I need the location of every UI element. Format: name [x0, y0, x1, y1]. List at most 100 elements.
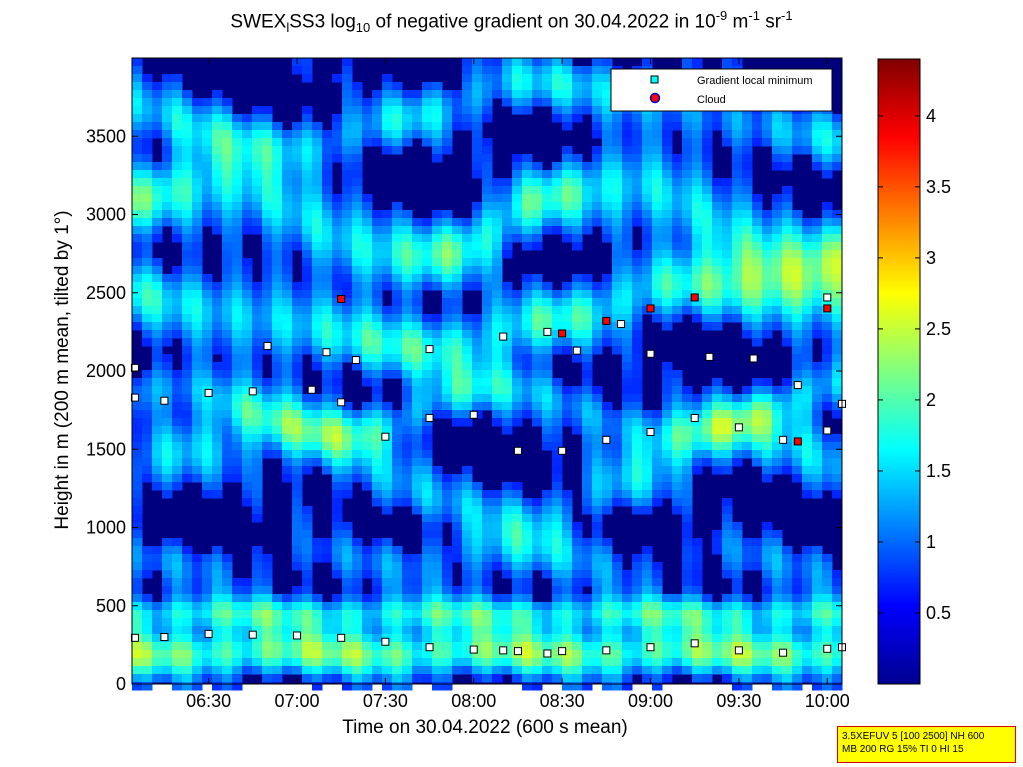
heatmap-cell [332, 306, 343, 315]
heatmap-cell [832, 346, 843, 355]
heatmap-cell [202, 618, 213, 627]
heatmap-cell [382, 258, 393, 267]
heatmap-cell [522, 386, 533, 395]
heatmap-cell [142, 90, 153, 99]
gradient-minimum-marker [204, 388, 213, 397]
heatmap-cell [692, 594, 703, 603]
heatmap-cell [132, 554, 143, 563]
heatmap-cell [592, 170, 603, 179]
heatmap-cell [632, 474, 643, 483]
heatmap-cell [682, 578, 693, 587]
heatmap-cell [492, 234, 503, 243]
heatmap-cell [832, 642, 843, 651]
heatmap-cell [742, 634, 753, 643]
heatmap-cell [272, 346, 283, 355]
heatmap-cell [262, 418, 273, 427]
heatmap-cell [482, 162, 493, 171]
heatmap-cell [242, 186, 253, 195]
heatmap-cell [132, 578, 143, 587]
heatmap-cell [312, 546, 323, 555]
heatmap-cell [672, 618, 683, 627]
heatmap-cell [292, 226, 303, 235]
heatmap-cell [332, 530, 343, 539]
heatmap-cell [692, 450, 703, 459]
heatmap-cell [152, 290, 163, 299]
heatmap-cell [472, 114, 483, 123]
heatmap-cell [522, 554, 533, 563]
heatmap-cell [742, 146, 753, 155]
heatmap-cell [402, 386, 413, 395]
heatmap-cell [462, 330, 473, 339]
heatmap-cell [232, 426, 243, 435]
heatmap-cell [422, 322, 433, 331]
heatmap-cell [542, 394, 553, 403]
heatmap-cell [562, 538, 573, 547]
heatmap-cell [342, 266, 353, 275]
heatmap-cell [412, 474, 423, 483]
heatmap-cell [302, 506, 313, 515]
heatmap-cell [332, 674, 343, 683]
heatmap-cell [482, 346, 493, 355]
heatmap-cell [642, 634, 653, 643]
heatmap-cell [522, 210, 533, 219]
heatmap-cell [742, 418, 753, 427]
heatmap-cell [342, 146, 353, 155]
heatmap-cell [212, 386, 223, 395]
heatmap-cell [412, 626, 423, 635]
heatmap-cell [162, 210, 173, 219]
heatmap-cell [732, 146, 743, 155]
heatmap-cell [382, 210, 393, 219]
heatmap-cell [292, 234, 303, 243]
heatmap-cell [452, 330, 463, 339]
heatmap-cell [322, 602, 333, 611]
heatmap-cell [152, 90, 163, 99]
heatmap-cell [822, 210, 833, 219]
heatmap-cell [282, 322, 293, 331]
heatmap-cell [792, 114, 803, 123]
heatmap-cell [782, 210, 793, 219]
heatmap-cell [212, 650, 223, 659]
heatmap-cell [332, 506, 343, 515]
heatmap-cell [742, 194, 753, 203]
heatmap-cell [552, 618, 563, 627]
heatmap-cell [752, 658, 763, 667]
heatmap-cell [472, 162, 483, 171]
heatmap-cell [202, 106, 213, 115]
heatmap-cell [132, 522, 143, 531]
heatmap-cell [802, 594, 813, 603]
heatmap-cell [682, 450, 693, 459]
heatmap-cell [152, 634, 163, 643]
gradient-minimum-marker [690, 639, 699, 648]
heatmap-cell [172, 418, 183, 427]
heatmap-cell [352, 674, 363, 683]
heatmap-cell [152, 170, 163, 179]
heatmap-cell [662, 226, 673, 235]
heatmap-cell [572, 602, 583, 611]
heatmap-cell [562, 290, 573, 299]
heatmap-cell [352, 362, 363, 371]
heatmap-cell [822, 226, 833, 235]
heatmap-cell [282, 650, 293, 659]
heatmap-cell [782, 146, 793, 155]
heatmap-cell [762, 650, 773, 659]
heatmap-cell [642, 170, 653, 179]
heatmap-cell [202, 402, 213, 411]
heatmap-cell [262, 442, 273, 451]
heatmap-cell [812, 402, 823, 411]
heatmap-cell [522, 570, 533, 579]
heatmap-cell [162, 650, 173, 659]
heatmap-cell [202, 186, 213, 195]
heatmap-cell [322, 338, 333, 347]
heatmap-cell [472, 266, 483, 275]
heatmap-cell [232, 154, 243, 163]
heatmap-cell [702, 666, 713, 675]
heatmap-cell [222, 98, 233, 107]
heatmap-cell [562, 194, 573, 203]
heatmap-cell [772, 146, 783, 155]
heatmap-cell [182, 178, 193, 187]
heatmap-cell [292, 154, 303, 163]
heatmap-cell [602, 114, 613, 123]
heatmap-cell [612, 450, 623, 459]
heatmap-cell [222, 570, 233, 579]
heatmap-cell [272, 138, 283, 147]
